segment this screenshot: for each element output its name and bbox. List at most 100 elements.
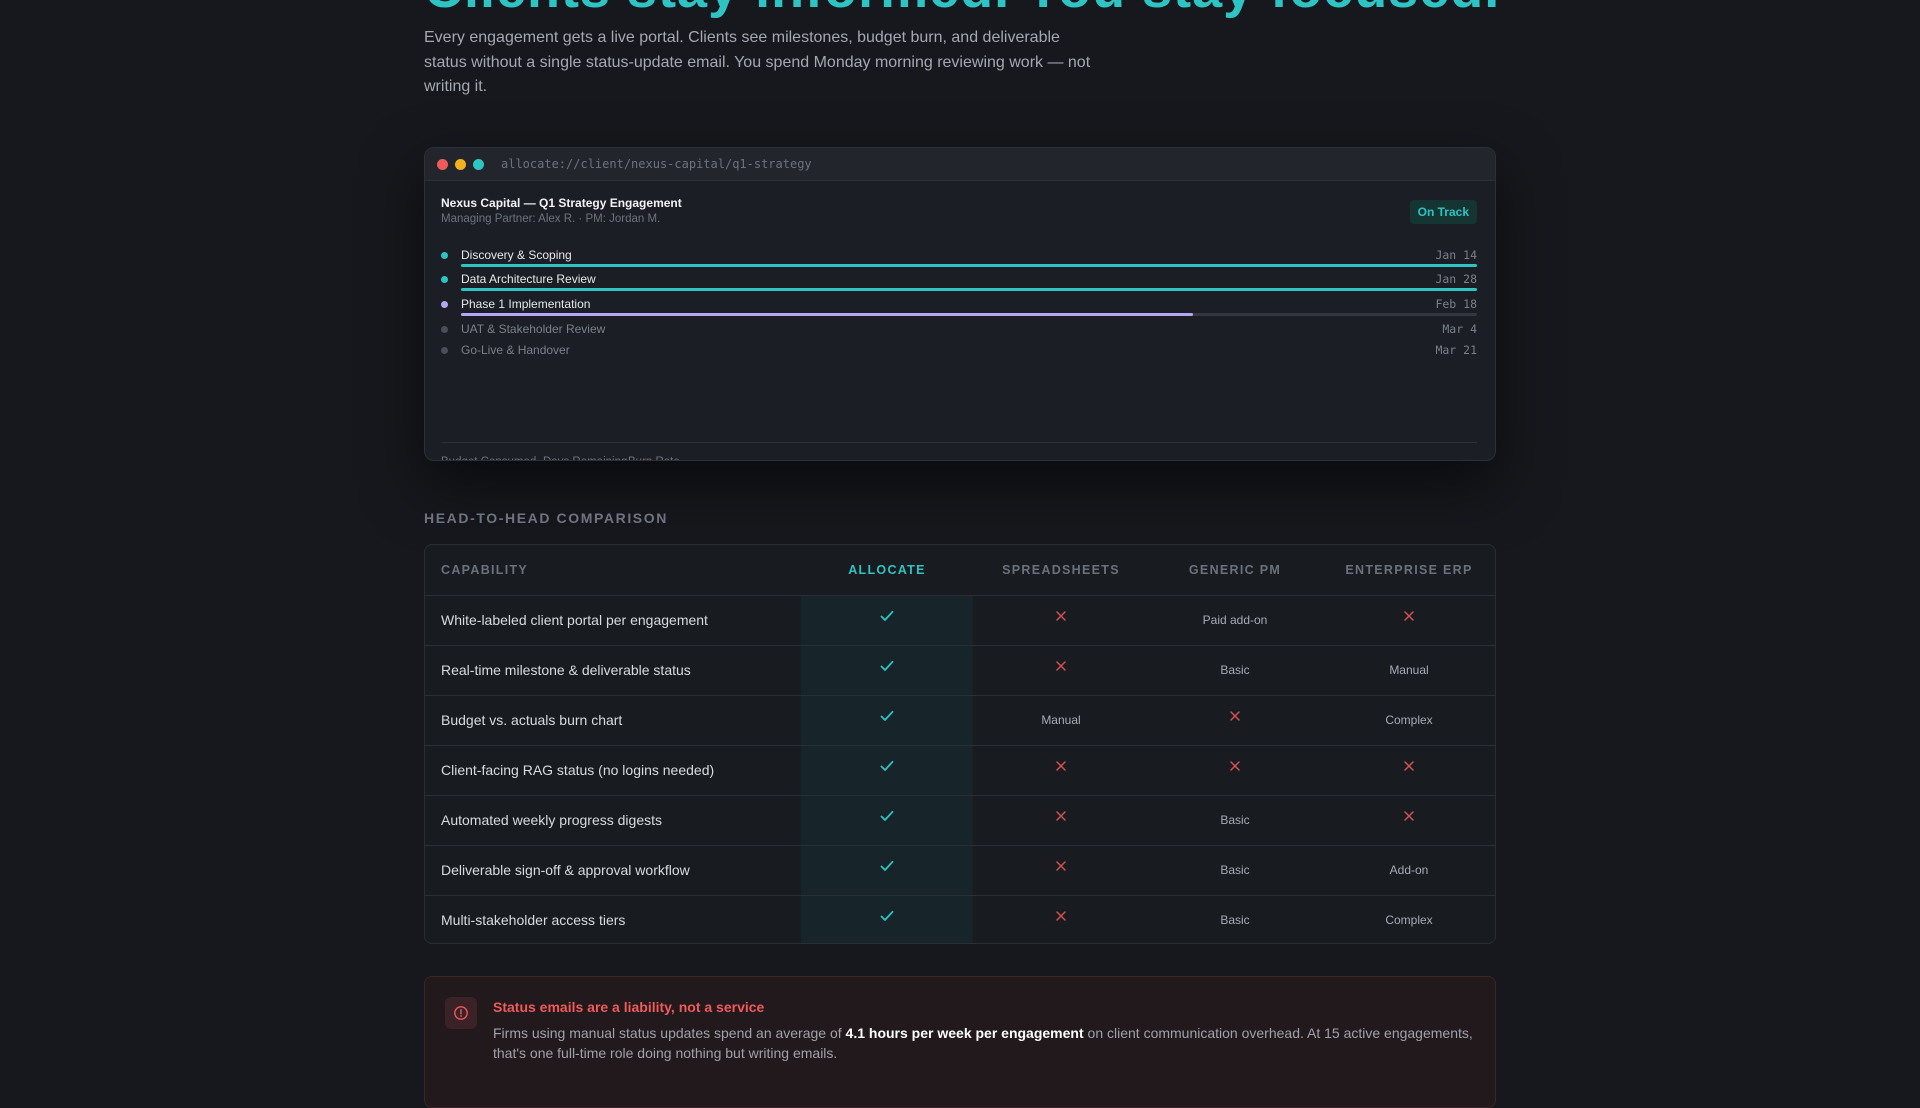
portal-body: Nexus Capital — Q1 Strategy Engagement M…: [441, 196, 1477, 460]
stat-label: Days Remaining: [543, 456, 627, 460]
milestone-progress-track: [461, 264, 1477, 267]
comparison-cell: [975, 895, 1147, 943]
comparison-cell: [975, 845, 1147, 895]
milestone-progress-fill: [461, 264, 1477, 267]
cross-icon: [1404, 611, 1414, 621]
stat-block: Budget Consumed$142K / $210K: [441, 456, 543, 460]
comparison-cell: [1149, 695, 1321, 745]
comparison-cell: [975, 595, 1147, 645]
cross-icon: [1230, 761, 1240, 771]
check-icon: [880, 910, 894, 922]
comparison-cell: [975, 645, 1147, 695]
milestone-date: Mar 4: [1442, 322, 1477, 336]
stat-block: Burn Rate$6.2K/day: [628, 456, 698, 460]
column-header: SPREADSHEETS: [1002, 563, 1120, 577]
milestone-label: Data Architecture Review: [461, 272, 596, 286]
column-header: CAPABILITY: [441, 563, 529, 577]
table-row: Multi-stakeholder access tiers Basic Compl…: [425, 895, 1495, 943]
milestone-item: UAT & Stakeholder Review Mar 4: [441, 322, 1477, 344]
milestone-item: Data Architecture Review Jan 28: [441, 272, 1477, 294]
milestone-date: Feb 18: [1435, 297, 1477, 311]
milestone-item: Discovery & Scoping Jan 14: [441, 248, 1477, 270]
milestone-date: Jan 28: [1435, 272, 1477, 286]
table-row: Automated weekly progress digests Basic: [425, 795, 1495, 846]
cross-icon: [1056, 911, 1066, 921]
table-row: Client-facing RAG status (no logins need…: [425, 745, 1495, 796]
comparison-cell: [801, 595, 973, 645]
milestone-status-dot: [441, 301, 448, 308]
comparison-cell: [1323, 595, 1495, 645]
table-row: Budget vs. actuals burn chart Manual Compl…: [425, 695, 1495, 746]
milestone-date: Mar 21: [1435, 343, 1477, 357]
hero-lede: Every engagement gets a live portal. Cli…: [424, 29, 1091, 95]
engagement-title: Nexus Capital — Q1 Strategy Engagement: [441, 196, 682, 210]
cell-text: Add-on: [1389, 863, 1429, 877]
window-close-dot: [437, 158, 448, 170]
column-header: GENERIC PM: [1188, 563, 1282, 577]
milestone-label: Phase 1 Implementation: [461, 297, 591, 311]
comparison-cell: Add-on: [1323, 845, 1495, 895]
alert-text-tail: on client communication overhead. At 15 …: [493, 1025, 1473, 1061]
column-header: ENTERPRISE ERP: [1345, 563, 1473, 577]
check-icon: [880, 610, 894, 622]
comparison-cell: Paid add-on: [1149, 595, 1321, 645]
comparison-cell: [801, 645, 973, 695]
cell-text: Paid add-on: [1202, 613, 1268, 627]
liability-alert: Status emails are a liability, not a ser…: [424, 976, 1496, 1108]
table-row: White-labeled client portal per engageme…: [425, 595, 1495, 646]
cell-text: Complex: [1385, 713, 1433, 727]
check-icon: [880, 710, 894, 722]
milestone-label: UAT & Stakeholder Review: [461, 322, 606, 336]
capability-label: Multi-stakeholder access tiers: [441, 912, 626, 928]
check-icon: [880, 660, 894, 672]
alert-circle-icon: [445, 997, 477, 1029]
cell-text: Basic: [1220, 863, 1250, 877]
comparison-cell: Manual: [1323, 645, 1495, 695]
engagement-team: Managing Partner: Alex R. · PM: Jordan M…: [441, 213, 661, 225]
alert-text-highlight: 4.1 hours per week per engagement: [845, 1025, 1084, 1041]
browser-titlebar: allocate://client/nexus-capital/q1-strat…: [425, 148, 1495, 181]
comparison-cell: [801, 795, 973, 845]
stats-divider: [441, 442, 1477, 443]
milestone-progress-fill: [461, 288, 1477, 291]
comparison-cell: Basic: [1149, 795, 1321, 845]
milestone-item: Go-Live & Handover Mar 21: [441, 343, 1477, 365]
milestone-date: Jan 14: [1435, 248, 1477, 262]
milestone-label: Go-Live & Handover: [461, 343, 570, 357]
check-icon: [880, 860, 894, 872]
comparison-title: HEAD-TO-HEAD COMPARISON: [424, 510, 668, 526]
window-maximize-dot: [473, 158, 484, 170]
milestone-status-dot: [441, 326, 448, 333]
capability-label: White-labeled client portal per engageme…: [441, 612, 708, 628]
cell-text: Basic: [1220, 663, 1250, 677]
cell-text: Complex: [1385, 913, 1433, 927]
milestone-status-dot: [441, 347, 448, 354]
check-icon: [880, 760, 894, 772]
comparison-cell: [1323, 745, 1495, 795]
milestone-status-dot: [441, 252, 448, 259]
cross-icon: [1230, 711, 1240, 721]
comparison-cell: [1323, 795, 1495, 845]
milestone-progress-fill: [461, 313, 1193, 316]
milestone-item: Phase 1 Implementation Feb 18: [441, 297, 1477, 319]
comparison-cell: Basic: [1149, 895, 1321, 943]
cross-icon: [1056, 761, 1066, 771]
capability-label: Budget vs. actuals burn chart: [441, 712, 623, 728]
cross-icon: [1404, 761, 1414, 771]
stat-block: Days Remaining23: [543, 456, 627, 460]
alert-title: Status emails are a liability, not a ser…: [493, 999, 765, 1015]
cross-icon: [1404, 811, 1414, 821]
cross-icon: [1056, 661, 1066, 671]
cross-icon: [1056, 861, 1066, 871]
comparison-cell: [801, 845, 973, 895]
stat-label: Budget Consumed: [441, 456, 543, 460]
comparison-table: CAPABILITY ALLOCATE SPREADSHEETS GENERIC PM…: [424, 544, 1496, 944]
cell-text: Basic: [1220, 813, 1250, 827]
comparison-cell: [801, 695, 973, 745]
column-header: ALLOCATE: [848, 563, 926, 577]
comparison-cell: Complex: [1323, 695, 1495, 745]
milestone-progress-track: [461, 313, 1477, 316]
cell-text: Basic: [1220, 913, 1250, 927]
comparison-cell: Basic: [1149, 645, 1321, 695]
milestone-label: Discovery & Scoping: [461, 248, 572, 262]
